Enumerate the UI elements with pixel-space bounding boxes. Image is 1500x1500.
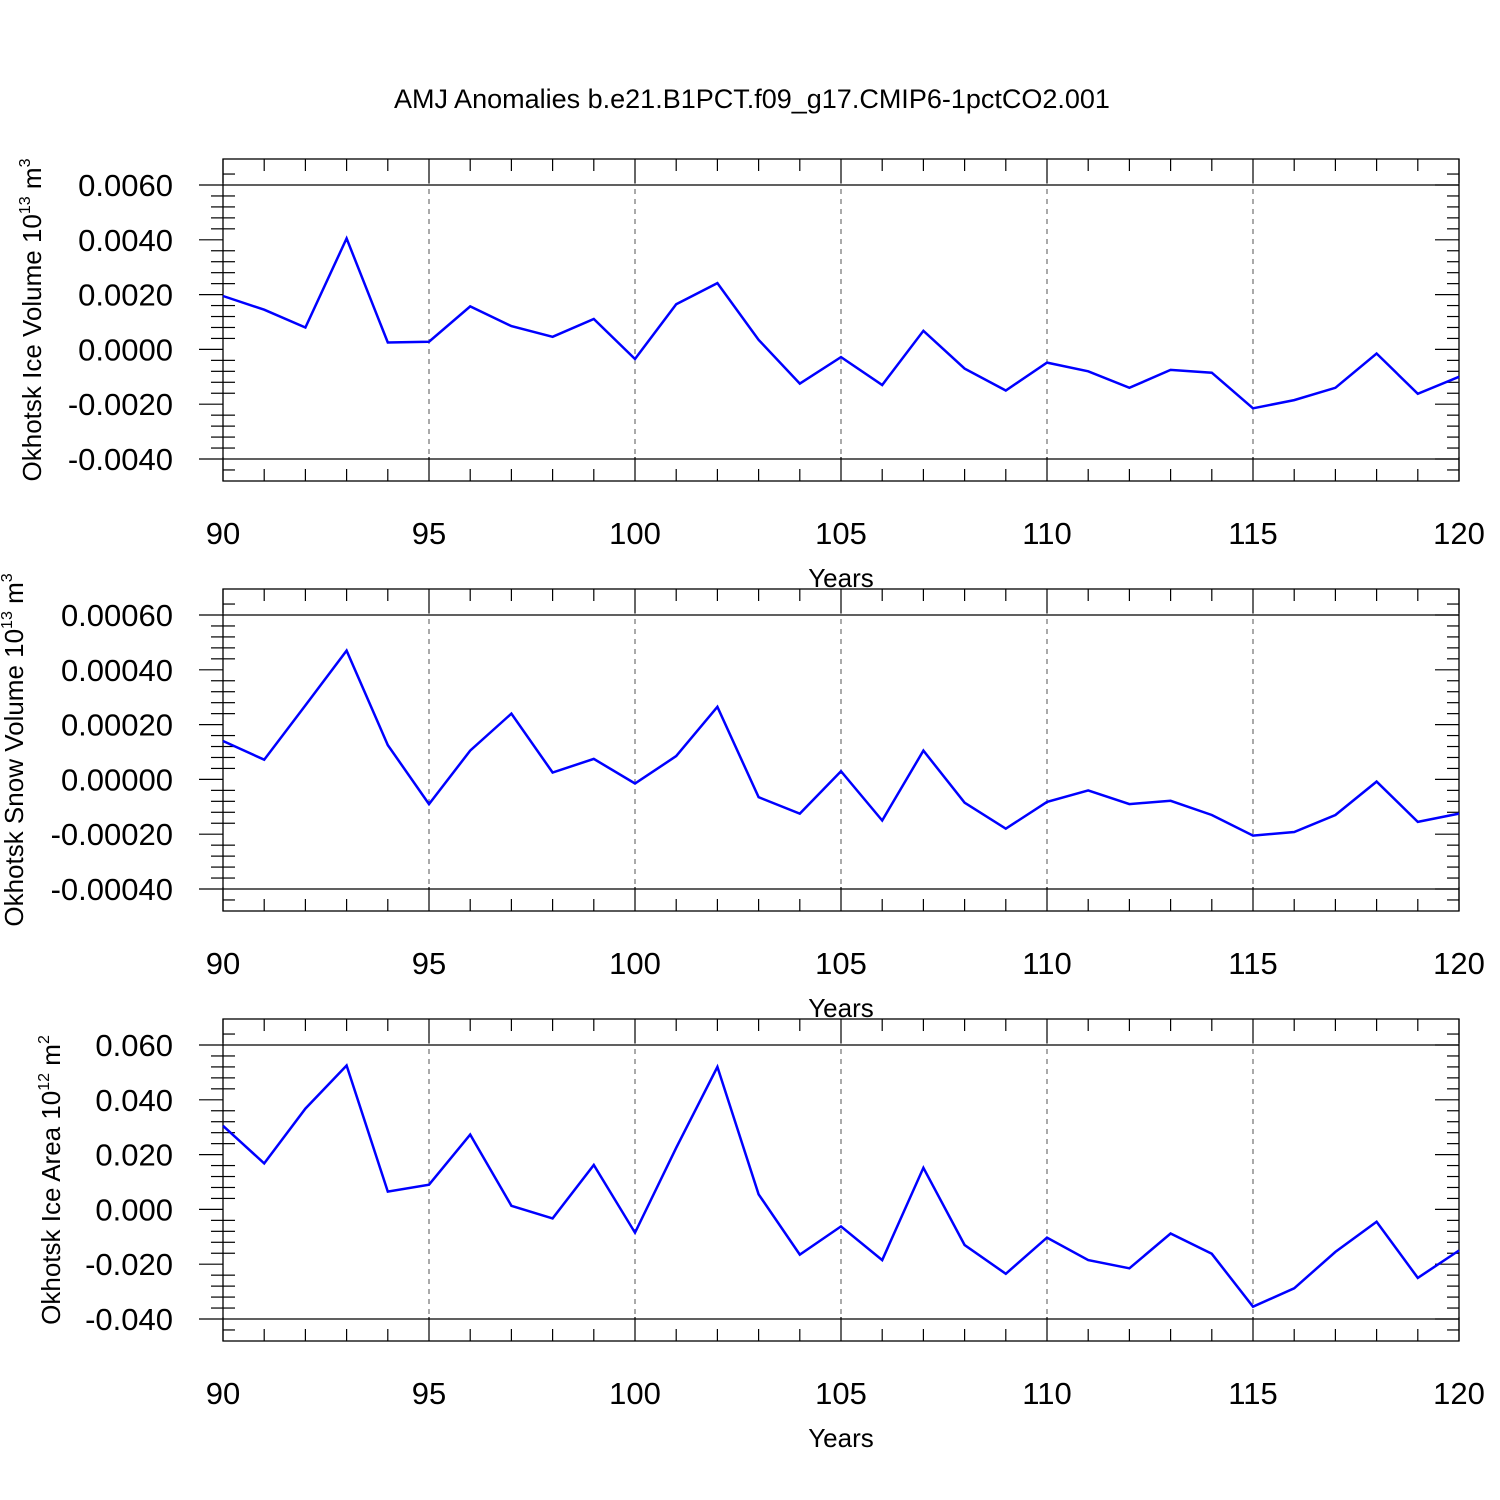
y-axis-label: Okhotsk Ice Area 1012 m2: [36, 1035, 66, 1325]
y-tick-label: -0.020: [85, 1247, 173, 1282]
y-tick-label: -0.0020: [68, 387, 173, 422]
x-tick-label: 100: [609, 946, 661, 981]
x-tick-label: 110: [1022, 516, 1071, 551]
chart-title: AMJ Anomalies b.e21.B1PCT.f09_g17.CMIP6-…: [394, 84, 1110, 114]
x-tick-label: 95: [412, 946, 446, 981]
x-tick-label: 90: [206, 516, 240, 551]
y-axis-label-text: Okhotsk Ice Volume 10: [17, 214, 47, 481]
y-tick-label: 0.00060: [61, 598, 173, 633]
panel-3: -0.040 -0.020 0.000 0.020 0.040 0.060 90 95 100 1…: [36, 1018, 1485, 1453]
y-axis-label-exponent: 13: [17, 196, 34, 214]
x-axis-label: Years: [808, 563, 874, 593]
x-tick-label: 110: [1022, 946, 1071, 981]
y-tick-label: 0.0000: [78, 332, 173, 367]
x-tick-label: 100: [609, 516, 661, 551]
y-axis-label-unit: m: [0, 582, 29, 611]
y-axis-label-unit-exponent: 3: [17, 158, 34, 167]
y-tick-label: 0.0020: [78, 278, 173, 313]
series-line: [222, 235, 1460, 410]
x-tick-label: 120: [1433, 516, 1485, 551]
y-tick-label: 0.0040: [78, 223, 173, 258]
x-tick-label: 90: [206, 1376, 240, 1411]
y-tick-label: -0.040: [85, 1302, 173, 1337]
x-tick-label: 105: [815, 516, 867, 551]
x-tick-label: 115: [1228, 1376, 1277, 1411]
x-tick-label: 110: [1022, 1376, 1071, 1411]
x-tick-label: 120: [1433, 946, 1485, 981]
y-tick-label: -0.0040: [68, 442, 173, 477]
y-tick-label: 0.00020: [61, 708, 173, 743]
series-line: [222, 1063, 1460, 1309]
y-tick-label: 0.00040: [61, 653, 173, 688]
x-tick-label: 105: [815, 946, 867, 981]
x-axis-label: Years: [808, 993, 874, 1023]
y-tick-label: 0.060: [95, 1028, 173, 1063]
y-axis-label-text: Okhotsk Ice Area 10: [36, 1091, 66, 1325]
panel-2: -0.00040 -0.00020 0.00000 0.00020 0.00040 0.0…: [0, 573, 1485, 1023]
y-axis-label: Okhotsk Ice Volume 1013 m3: [17, 158, 47, 481]
y-tick-label: 0.020: [95, 1138, 173, 1173]
x-tick-label: 120: [1433, 1376, 1485, 1411]
x-tick-label: 100: [609, 1376, 661, 1411]
y-axis-label-unit: m: [36, 1044, 66, 1073]
x-tick-label: 95: [412, 1376, 446, 1411]
y-tick-label: -0.00020: [51, 817, 173, 852]
x-axis-label: Years: [808, 1423, 874, 1453]
y-axis-label-unit-exponent: 3: [0, 573, 16, 582]
y-tick-label: 0.0060: [78, 168, 173, 203]
x-tick-label: 95: [412, 516, 446, 551]
y-axis-label-exponent: 12: [36, 1073, 53, 1091]
y-axis-label-text: Okhotsk Snow Volume 10: [0, 629, 29, 927]
y-tick-label: 0.000: [95, 1192, 173, 1227]
y-axis-label: Okhotsk Snow Volume 1013 m3: [0, 573, 29, 926]
x-tick-label: 115: [1228, 516, 1277, 551]
y-axis-label-unit: m: [17, 167, 47, 196]
panel-1: -0.0040 -0.0020 0.0000 0.0020 0.0040 0.0060 90…: [17, 158, 1485, 593]
y-tick-label: 0.00000: [61, 762, 173, 797]
series-line: [222, 648, 1460, 837]
x-tick-label: 115: [1228, 946, 1277, 981]
x-tick-label: 105: [815, 1376, 867, 1411]
x-tick-label: 90: [206, 946, 240, 981]
y-tick-label: -0.00040: [51, 872, 173, 907]
y-tick-label: 0.040: [95, 1083, 173, 1118]
y-axis-label-unit-exponent: 2: [36, 1035, 53, 1044]
y-axis-label-exponent: 13: [0, 611, 16, 629]
